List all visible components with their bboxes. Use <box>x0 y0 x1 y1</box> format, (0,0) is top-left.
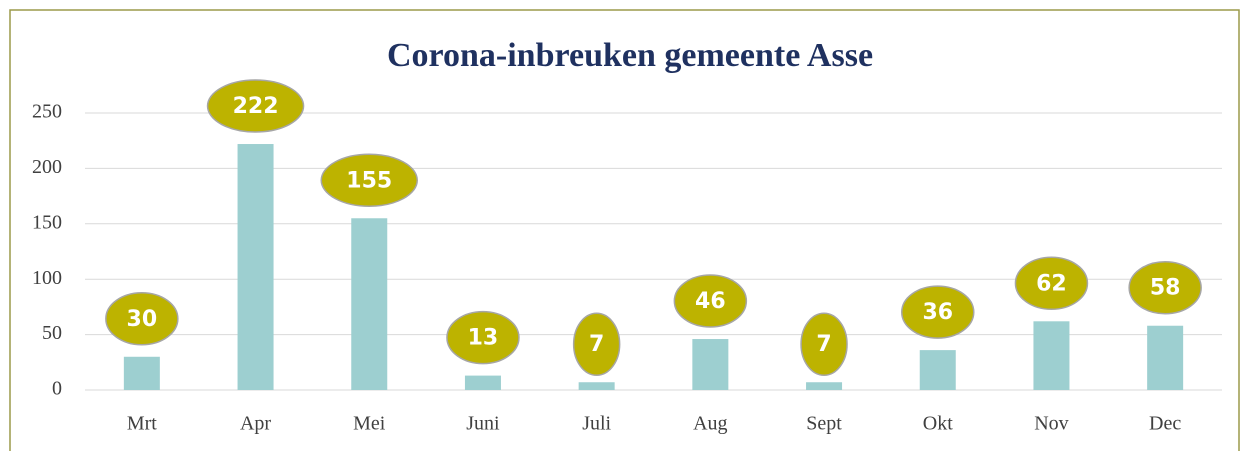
data-label: 46 <box>695 289 726 314</box>
data-label: 62 <box>1036 271 1067 296</box>
y-tick-label: 200 <box>32 156 62 178</box>
y-tick-label: 0 <box>52 378 62 400</box>
x-tick-label: Juli <box>582 413 611 435</box>
bar <box>578 382 615 390</box>
y-tick-label: 100 <box>32 267 62 289</box>
x-tick-label: Juni <box>466 413 500 435</box>
data-label-bubble <box>800 312 848 376</box>
data-label: 155 <box>346 168 392 193</box>
y-tick-label: 150 <box>32 211 62 233</box>
data-label-bubble <box>1128 260 1202 315</box>
bar <box>806 382 843 390</box>
frame <box>9 9 1240 451</box>
chart-title: Corona-inbreuken gemeente Asse <box>387 37 873 74</box>
data-label-bubble <box>446 310 520 365</box>
data-label-bubble <box>1014 256 1089 311</box>
data-label: 30 <box>127 307 158 332</box>
x-tick-label: Okt <box>923 413 953 435</box>
x-tick-label: Mrt <box>127 413 157 435</box>
data-label-bubble <box>673 274 748 328</box>
bar <box>919 350 956 390</box>
data-label: 58 <box>1150 276 1181 301</box>
data-label: 222 <box>233 94 279 119</box>
bar <box>1033 321 1070 390</box>
data-label-bubble <box>105 292 179 346</box>
x-tick-label: Apr <box>240 413 271 435</box>
x-tick-label: Aug <box>693 413 727 435</box>
data-label-bubble <box>572 312 621 376</box>
bar <box>692 339 729 390</box>
data-label-bubble <box>901 285 975 339</box>
data-label-bubble <box>320 153 418 208</box>
x-tick-label: Dec <box>1149 413 1181 435</box>
bar <box>123 356 160 390</box>
x-tick-label: Mei <box>353 413 386 435</box>
data-label: 13 <box>468 326 499 351</box>
bar <box>464 375 501 390</box>
bar <box>237 144 274 390</box>
x-tick-label: Nov <box>1034 413 1068 435</box>
y-tick-label: 250 <box>32 101 62 123</box>
data-label: 7 <box>816 332 831 357</box>
data-label: 7 <box>589 332 604 357</box>
bar <box>351 218 388 390</box>
bar <box>1147 325 1184 390</box>
data-label: 36 <box>922 300 953 325</box>
data-label-bubble <box>206 79 305 133</box>
y-tick-label: 50 <box>42 322 62 344</box>
x-tick-label: Sept <box>806 413 842 435</box>
